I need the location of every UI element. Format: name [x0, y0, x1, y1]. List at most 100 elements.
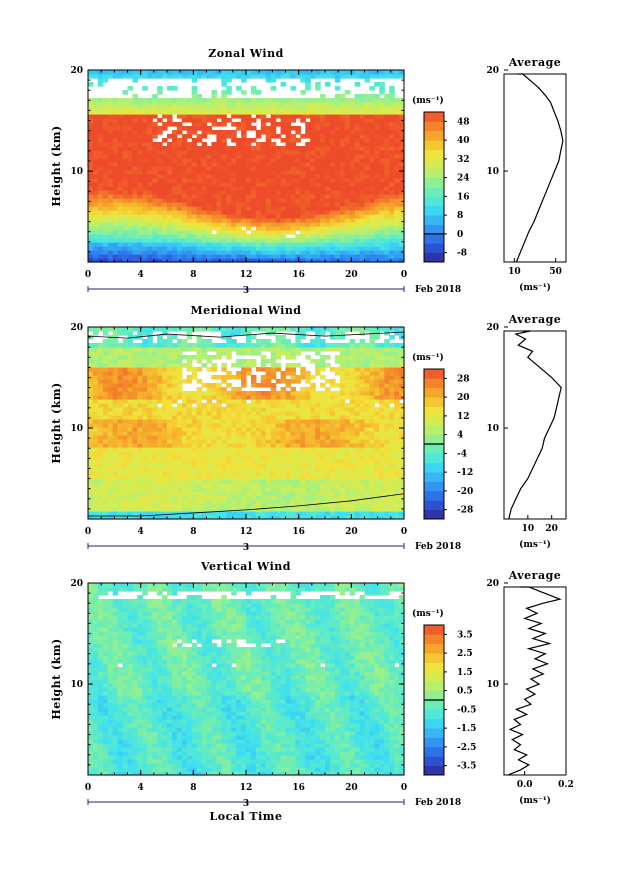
- heatmap-cell: [201, 222, 208, 227]
- heatmap-cell: [112, 102, 119, 107]
- heatmap-cell: [231, 347, 237, 352]
- heatmap-cell: [196, 359, 203, 364]
- heatmap-cell: [374, 214, 380, 219]
- heatmap-cell: [88, 178, 94, 183]
- heatmap-cell: [246, 174, 252, 179]
- heatmap-cell: [117, 98, 124, 103]
- heatmap-cell: [147, 439, 153, 444]
- heatmap-cell: [221, 258, 227, 263]
- heatmap-cell: [310, 210, 316, 215]
- heatmap-cell: [132, 70, 138, 75]
- heatmap-cell: [246, 222, 252, 227]
- heatmap-cell: [132, 258, 138, 263]
- heatmap-cell: [92, 455, 99, 460]
- heatmap-cell: [191, 178, 198, 183]
- heatmap-cell: [270, 142, 277, 147]
- heatmap-cell: [191, 407, 198, 412]
- heatmap-cell: [122, 170, 129, 175]
- heatmap-cell: [320, 499, 326, 504]
- heatmap-cell: [260, 242, 267, 247]
- heatmap-cell: [305, 411, 311, 416]
- heatmap-cell: [107, 214, 114, 219]
- heatmap-cell: [379, 178, 385, 183]
- heatmap-cell: [334, 230, 341, 235]
- heatmap-cell: [231, 114, 237, 119]
- heatmap-cell: [221, 202, 227, 207]
- heatmap-cell: [300, 423, 306, 428]
- heatmap-cell: [310, 503, 316, 508]
- heatmap-cell: [369, 162, 375, 167]
- heatmap-cell: [275, 102, 282, 107]
- heatmap-cell: [354, 178, 361, 183]
- heatmap-cell: [310, 427, 316, 432]
- heatmap-cell: [250, 194, 257, 199]
- heatmap-cell: [236, 459, 242, 464]
- heatmap-cell: [305, 218, 311, 223]
- heatmap-cell: [186, 499, 193, 504]
- heatmap-cell: [399, 182, 405, 187]
- heatmap-cell: [142, 258, 148, 263]
- heatmap-cell: [137, 379, 143, 384]
- heatmap-cell: [167, 431, 173, 436]
- heatmap-cell: [255, 202, 262, 207]
- heatmap-cell: [142, 483, 148, 488]
- heatmap-cell: [127, 491, 134, 496]
- heatmap-cell: [137, 150, 143, 155]
- heatmap-cell: [349, 110, 356, 115]
- heatmap-cell: [389, 142, 395, 147]
- heatmap-cell: [295, 246, 301, 251]
- heatmap-cell: [112, 170, 119, 175]
- heatmap-cell: [369, 142, 375, 147]
- heatmap-cell: [280, 250, 287, 255]
- heatmap-cell: [221, 106, 227, 111]
- heatmap-cell: [226, 423, 232, 428]
- heatmap-cell: [97, 491, 104, 496]
- heatmap-cell: [354, 74, 361, 79]
- heatmap-cell: [265, 222, 272, 227]
- heatmap-cell: [142, 403, 148, 408]
- heatmap-cell: [255, 515, 262, 520]
- heatmap-cell: [320, 339, 326, 344]
- heatmap-cell: [241, 435, 247, 440]
- heatmap-cell: [117, 403, 124, 408]
- heatmap-cell: [191, 375, 198, 380]
- heatmap-cell: [315, 186, 321, 191]
- heatmap-cell: [167, 355, 173, 360]
- heatmap-cell: [280, 230, 287, 235]
- heatmap-cell: [112, 411, 119, 416]
- heatmap-cell: [157, 359, 163, 364]
- heatmap-cell: [147, 423, 153, 428]
- heatmap-cell: [211, 114, 217, 119]
- heatmap-cell: [329, 246, 336, 251]
- heatmap-cell: [167, 134, 173, 139]
- heatmap-cell: [152, 198, 158, 203]
- heatmap-cell: [255, 74, 262, 79]
- heatmap-cell: [181, 238, 188, 243]
- heatmap-cell: [236, 363, 242, 368]
- heatmap-cell: [250, 250, 257, 255]
- heatmap-cell: [270, 375, 277, 380]
- heatmap-cell: [275, 234, 282, 239]
- heatmap-cell: [295, 375, 301, 380]
- heatmap-cell: [142, 347, 148, 352]
- heatmap-cell: [325, 238, 331, 243]
- heatmap-cell: [231, 110, 237, 115]
- heatmap-cell: [221, 174, 227, 179]
- heatmap-cell: [162, 355, 168, 360]
- heatmap-cell: [275, 222, 282, 227]
- heatmap-cell: [369, 186, 375, 191]
- heatmap-cell: [186, 443, 193, 448]
- heatmap-cell: [320, 250, 326, 255]
- heatmap-cell: [152, 399, 158, 404]
- heatmap-cell: [295, 250, 301, 255]
- heatmap-cell: [112, 383, 119, 388]
- heatmap-cell: [295, 467, 301, 472]
- heatmap-cell: [270, 435, 277, 440]
- heatmap-cell: [325, 178, 331, 183]
- heatmap-cell: [167, 415, 173, 420]
- heatmap-cell: [102, 250, 109, 255]
- heatmap-cell: [142, 475, 148, 480]
- heatmap-cell: [181, 234, 188, 239]
- heatmap-cell: [167, 142, 173, 147]
- heatmap-cell: [186, 475, 193, 480]
